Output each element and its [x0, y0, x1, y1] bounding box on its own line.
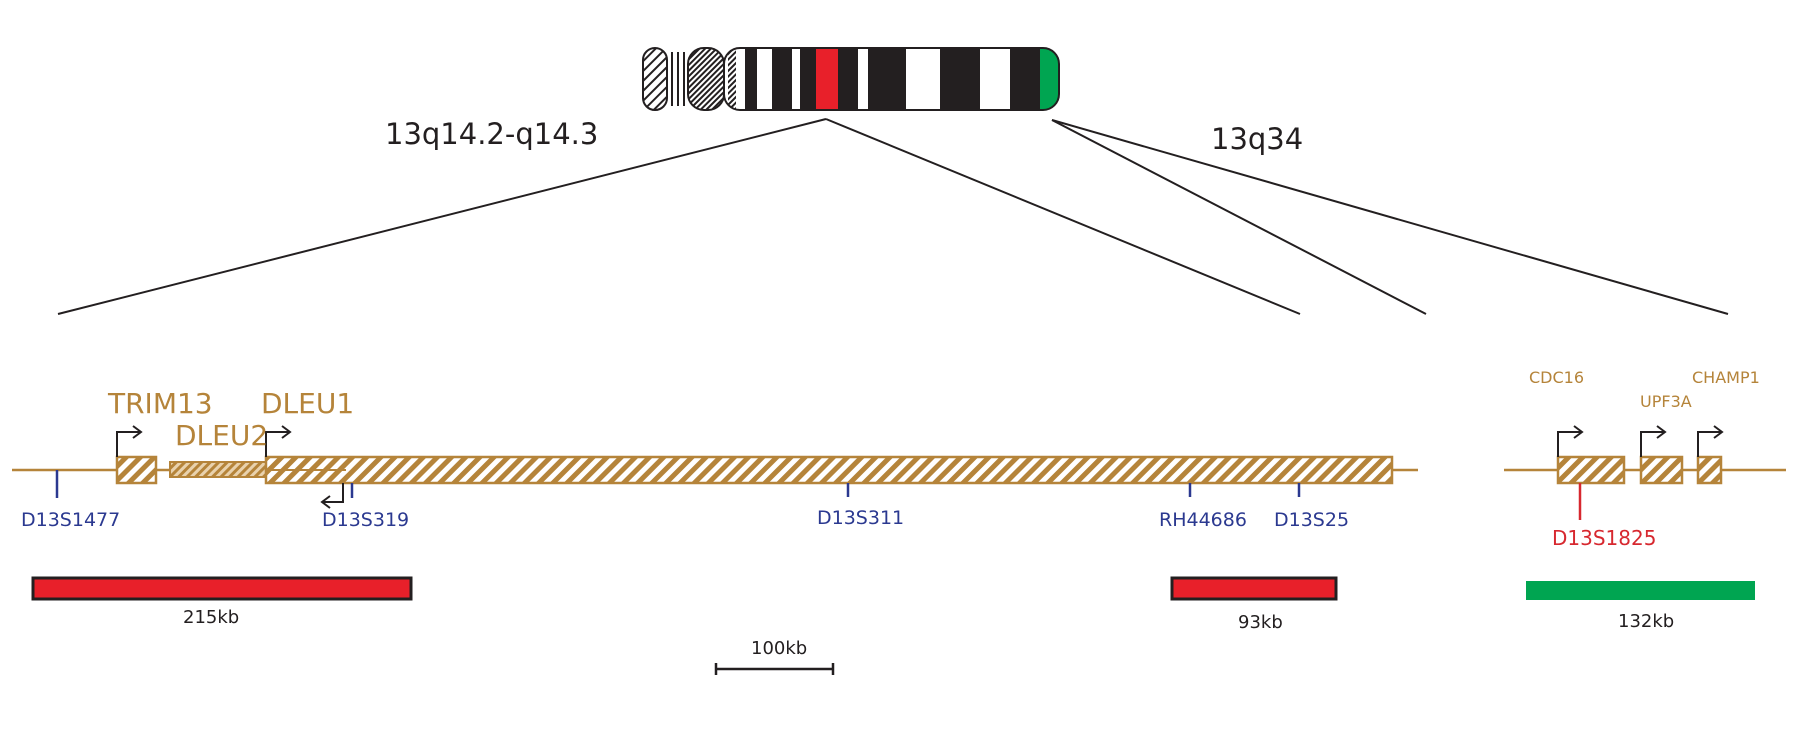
gene-label-dleu2: DLEU2 — [175, 419, 268, 452]
marker-label-d13s311: D13S311 — [817, 507, 904, 529]
gene-label-cdc16: CDC16 — [1529, 368, 1584, 387]
chromosome-q-arm — [724, 48, 1059, 110]
band-13q14 — [816, 48, 838, 110]
deletion-size-93kb: 93kb — [1238, 612, 1283, 633]
marker-label-d13s25: D13S25 — [1274, 509, 1349, 531]
champ1-exon — [1696, 455, 1723, 485]
gene-label-dleu1: DLEU1 — [261, 387, 354, 420]
deletion-size-132kb: 132kb — [1618, 611, 1674, 632]
marker-label-d13s1825: D13S1825 — [1552, 526, 1656, 550]
dleu2-tss-arrow-icon — [320, 483, 344, 509]
dleu1-tss-arrow-icon — [265, 425, 292, 457]
zoom-lines — [57, 118, 1729, 315]
deletion-bar-132kb — [1526, 581, 1755, 600]
marker-label-d13s1477: D13S1477 — [21, 509, 120, 531]
band-13q34 — [1040, 48, 1059, 110]
champ1-tss-arrow-icon — [1697, 425, 1724, 457]
marker-label-d13s319: D13S319 — [322, 509, 409, 531]
marker-label-rh44686: RH44686 — [1159, 509, 1247, 531]
upf3a-exon — [1639, 455, 1684, 485]
deletion-bar-215kb — [31, 576, 413, 601]
locus-13q34: CDC16 UPF3A CHAMP1 D13S1825 — [1504, 368, 1786, 550]
deletion-bars: 215kb 93kb 132kb — [31, 576, 1755, 633]
locus-13q14: TRIM13 DLEU2 DLEU1 D13S1477 D13S319 D13S… — [12, 387, 1418, 531]
deletion-size-215kb: 215kb — [183, 607, 239, 628]
region-label-13q14: 13q14.2-q14.3 — [385, 117, 598, 151]
trim13-exon — [115, 455, 158, 485]
chromosome-ideogram — [642, 47, 1060, 111]
region-label-13q34: 13q34 — [1211, 122, 1303, 156]
scale-bar-label: 100kb — [751, 638, 807, 659]
chromosome-centromere — [687, 47, 725, 111]
deletion-bar-93kb — [1170, 576, 1338, 601]
cdc16-tss-arrow-icon — [1557, 425, 1584, 457]
dleu1-transcript — [264, 455, 1394, 485]
gene-label-champ1: CHAMP1 — [1692, 368, 1760, 387]
cdc16-exon — [1556, 455, 1626, 485]
trim13-tss-arrow-icon — [116, 425, 143, 457]
scale-bar — [714, 663, 835, 675]
gene-label-upf3a: UPF3A — [1640, 392, 1692, 411]
chromosome-satellite — [642, 47, 668, 111]
gene-label-trim13: TRIM13 — [107, 387, 213, 420]
upf3a-tss-arrow-icon — [1640, 425, 1667, 457]
